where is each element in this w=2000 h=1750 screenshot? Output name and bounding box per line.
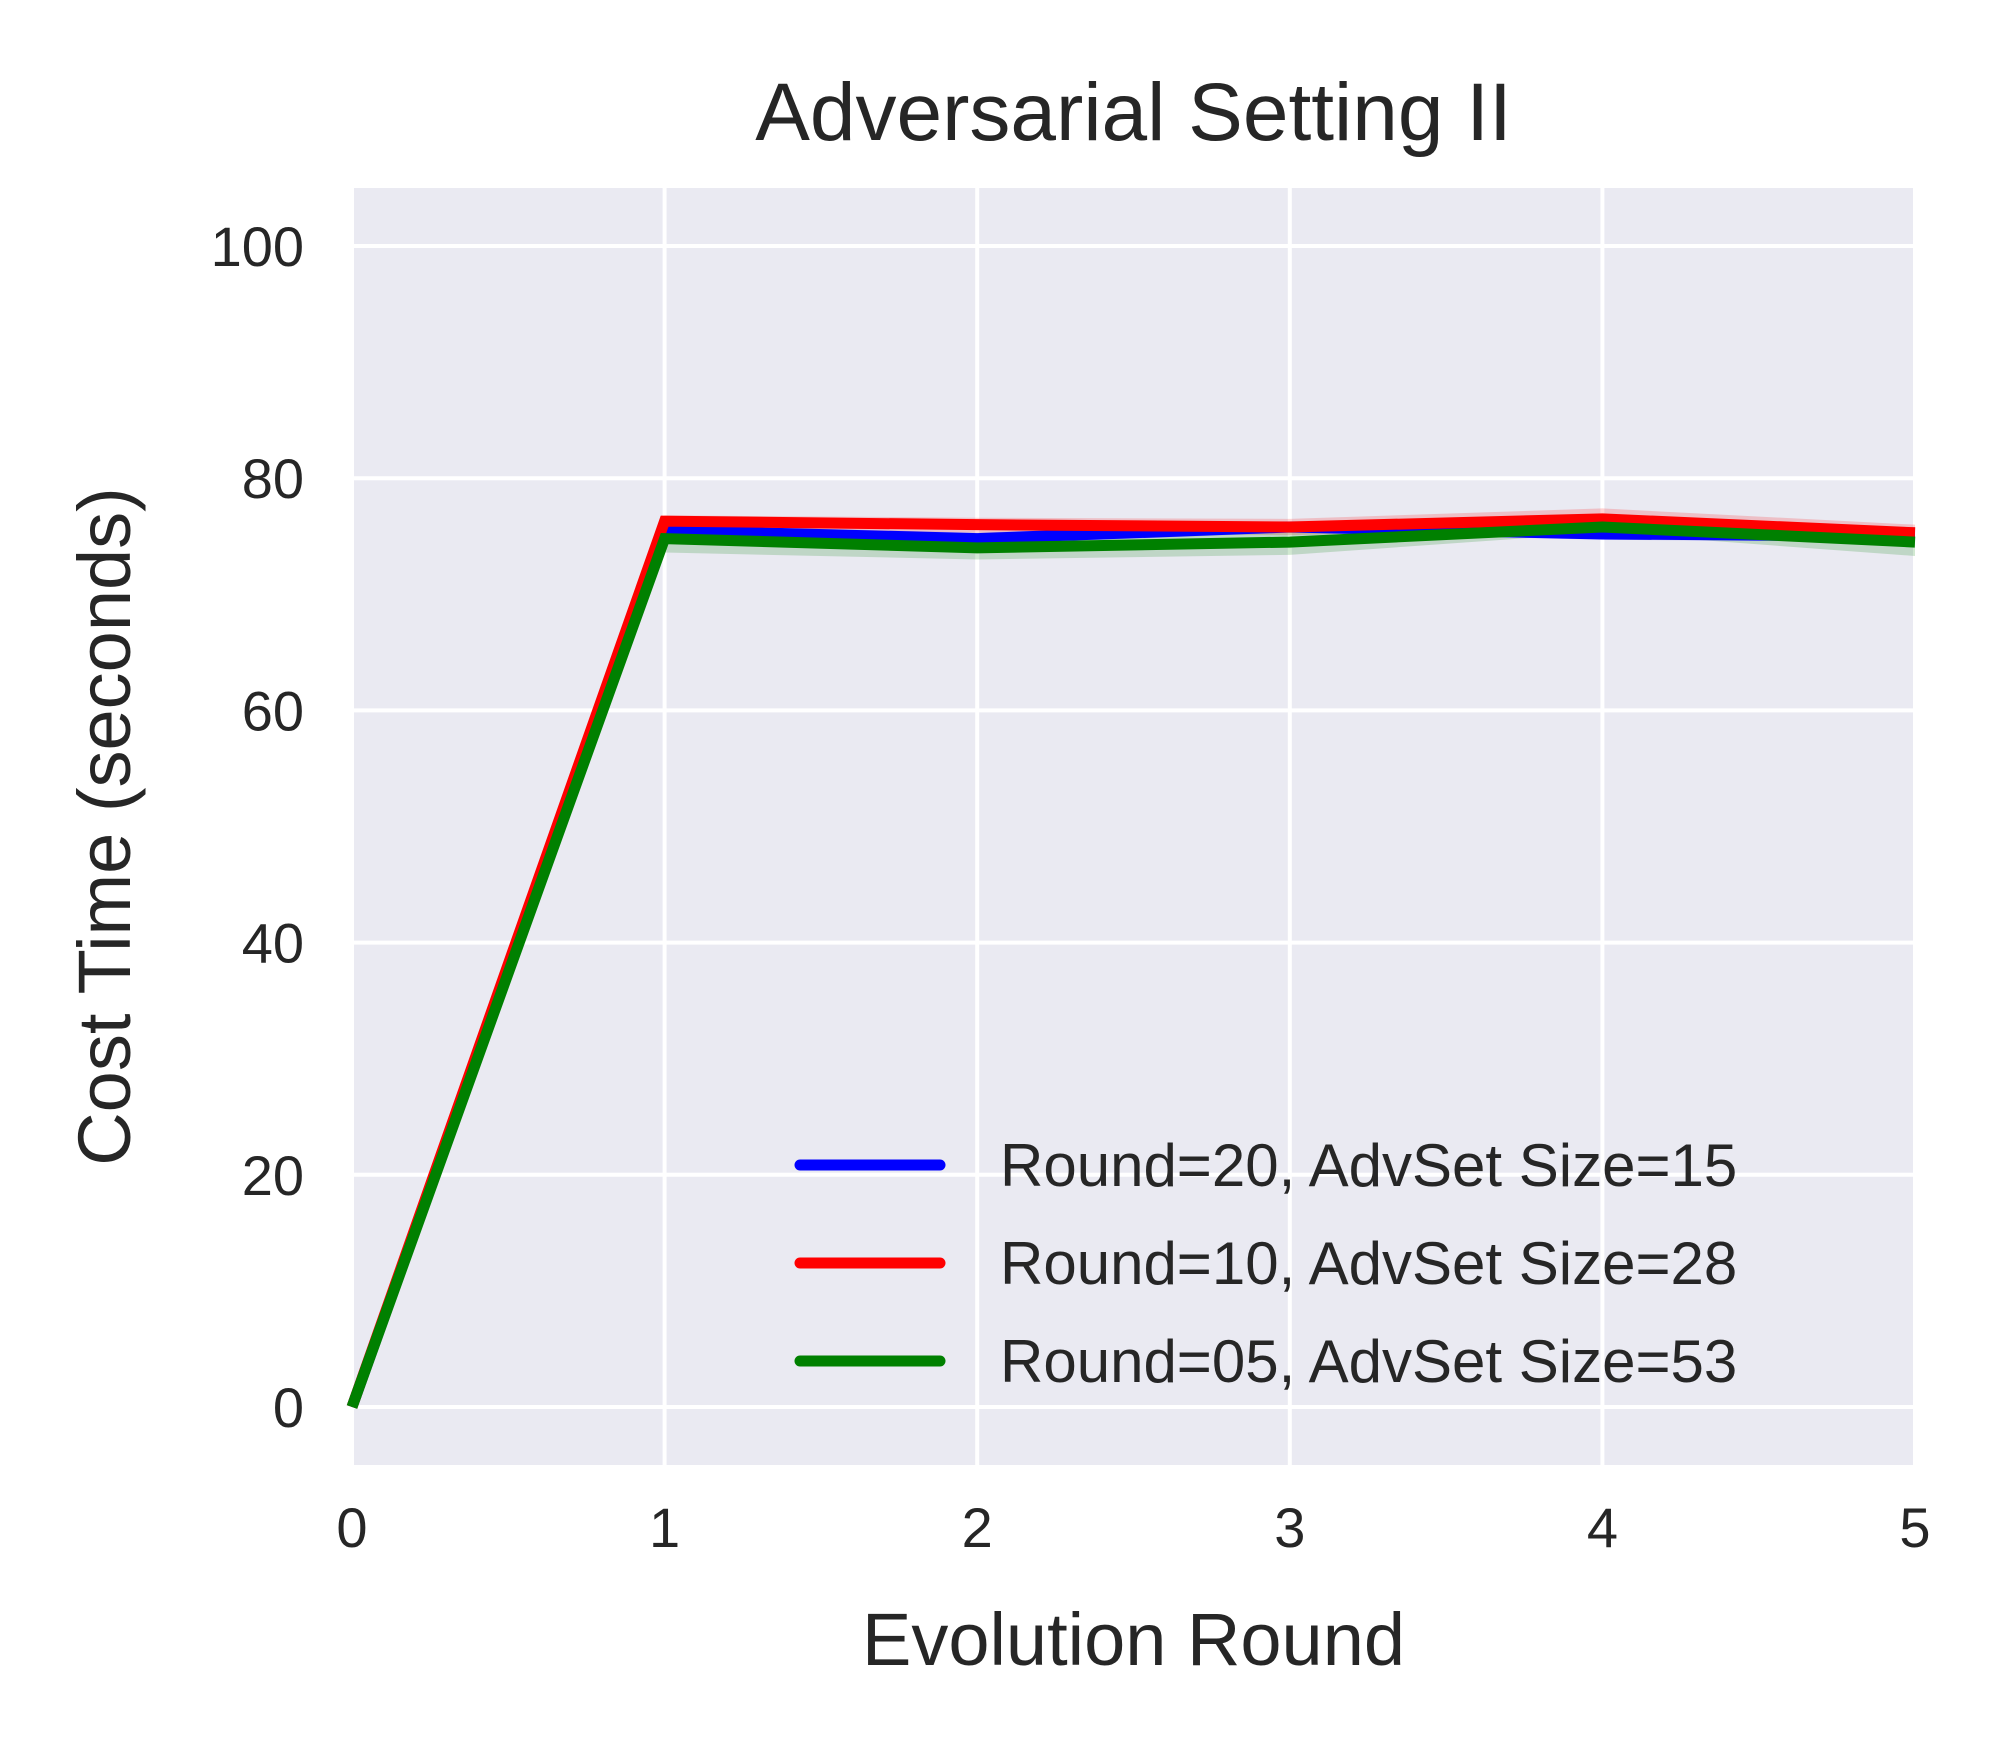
grid [350,188,1917,1465]
y-tick-label: 100 [211,215,304,278]
x-tick-label: 4 [1587,1496,1618,1559]
legend: Round=20, AdvSet Size=15 Round=10, AdvSet… [794,1132,1737,1395]
y-tick-label: 80 [242,447,304,510]
series-line-2 [346,521,1916,1409]
chart-title: Adversarial Setting II [755,67,1512,158]
tick-labels: 0 1 2 3 4 5 0 20 40 60 80 100 [211,215,1931,1559]
y-tick-label: 60 [242,679,304,742]
legend-label-2: Round=05, AdvSet Size=53 [1000,1328,1737,1395]
x-tick-label: 5 [1899,1496,1930,1559]
plot-area [352,188,1915,1465]
x-tick-label: 0 [336,1496,367,1559]
legend-label-1: Round=10, AdvSet Size=28 [1000,1230,1737,1297]
y-tick-label: 40 [242,912,304,975]
x-tick-label: 2 [962,1496,993,1559]
x-axis-label: Evolution Round [862,1598,1405,1681]
x-tick-label: 3 [1274,1496,1305,1559]
x-tick-label: 1 [649,1496,680,1559]
y-axis-label: Cost Time (seconds) [63,487,146,1166]
y-tick-label: 20 [242,1144,304,1207]
series-lines [346,513,1916,1409]
y-tick-label: 0 [273,1376,304,1439]
legend-label-0: Round=20, AdvSet Size=15 [1000,1132,1737,1199]
